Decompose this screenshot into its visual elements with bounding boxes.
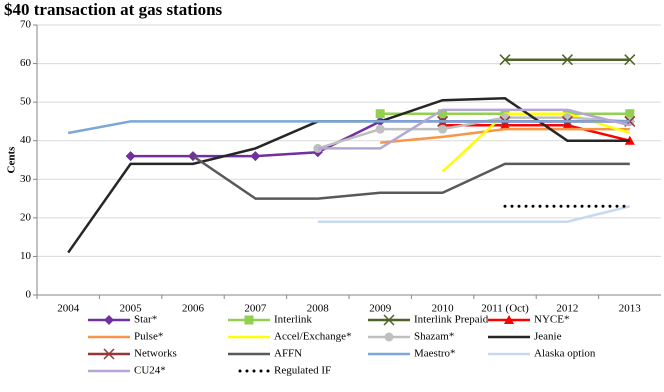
series-line <box>317 116 630 150</box>
legend-label: NYCE* <box>534 314 569 326</box>
y-tick-label: 70 <box>20 19 32 31</box>
marker <box>103 348 115 360</box>
x-tick-label: 2005 <box>120 303 143 315</box>
marker <box>625 109 635 119</box>
marker <box>561 54 573 66</box>
series-line <box>317 108 631 150</box>
x-tick-label: 2012 <box>556 303 578 315</box>
y-tick-label: 60 <box>20 57 32 69</box>
chart-title: $40 transaction at gas stations <box>4 0 223 19</box>
y-tick-label: 0 <box>26 289 32 301</box>
series <box>192 155 630 200</box>
x-tick-label: 2011 (Oct) <box>481 303 529 315</box>
legend-label: Alaska option <box>534 348 596 360</box>
series <box>317 108 631 150</box>
y-tick-label: 40 <box>20 134 32 146</box>
x-tick-label: 2009 <box>369 303 392 315</box>
series-line <box>442 124 631 142</box>
y-tick-label: 20 <box>20 211 32 223</box>
series-line <box>67 120 630 135</box>
x-tick-label: 2007 <box>244 303 267 315</box>
marker <box>104 315 114 325</box>
legend-label: AFFN <box>274 348 302 360</box>
series <box>67 120 630 135</box>
legend-label: Networks <box>134 348 177 360</box>
y-tick-label: 10 <box>20 250 32 262</box>
marker <box>499 54 511 66</box>
x-tick-label: 2008 <box>307 303 330 315</box>
series <box>441 112 631 173</box>
marker <box>383 314 395 326</box>
legend-item: Interlink <box>228 314 312 326</box>
marker <box>624 54 636 66</box>
legend-item: Alaska option <box>488 348 596 360</box>
legend-item: Accel/Exchange* <box>228 331 352 343</box>
marker <box>438 124 448 134</box>
x-tick-label: 2006 <box>182 303 205 315</box>
marker <box>244 315 254 325</box>
legend-label: Interlink <box>274 314 312 326</box>
legend-label: Maestro* <box>414 348 456 360</box>
x-tick-label: 2010 <box>432 303 455 315</box>
legend-item: Networks <box>88 348 177 360</box>
legend-item: CU24* <box>88 365 166 377</box>
legend-label: Pulse* <box>134 331 163 343</box>
series-line <box>441 112 631 173</box>
series-line <box>192 155 630 200</box>
marker <box>438 109 448 119</box>
marker <box>500 120 510 130</box>
series <box>380 127 630 144</box>
legend-label: Interlink Prepaid <box>414 314 489 326</box>
series <box>125 116 635 162</box>
marker <box>125 151 136 162</box>
legend-item: Jeanie <box>488 331 562 343</box>
series <box>499 54 636 66</box>
legend-item: Regulated IF <box>238 365 331 377</box>
y-tick-label: 30 <box>20 173 32 185</box>
marker <box>504 315 514 324</box>
legend-item: Star* <box>88 314 157 326</box>
legend-item: AFFN <box>228 348 302 360</box>
legend-label: Regulated IF <box>274 365 331 377</box>
series-line <box>380 127 630 144</box>
marker <box>250 151 261 162</box>
y-tick-label: 50 <box>20 96 32 108</box>
marker <box>384 332 394 342</box>
marker <box>375 109 385 119</box>
legend-label: CU24* <box>134 365 166 377</box>
marker <box>375 124 385 134</box>
legend-item: Maestro* <box>368 348 456 360</box>
x-tick-label: 2004 <box>57 303 80 315</box>
legend-label: Accel/Exchange* <box>274 331 352 343</box>
legend-label: Jeanie <box>534 331 562 343</box>
legend-item: NYCE* <box>488 314 569 326</box>
legend-item: Interlink Prepaid <box>368 314 489 326</box>
series-line <box>317 205 631 223</box>
marker <box>562 120 573 130</box>
y-axis-title: Cents <box>6 146 18 174</box>
legend-item: Shazam* <box>368 331 454 343</box>
legend-label: Star* <box>134 314 157 326</box>
x-tick-label: 2013 <box>619 303 642 315</box>
series <box>317 205 631 223</box>
legend-label: Shazam* <box>414 331 454 343</box>
legend-item: Pulse* <box>88 331 163 343</box>
